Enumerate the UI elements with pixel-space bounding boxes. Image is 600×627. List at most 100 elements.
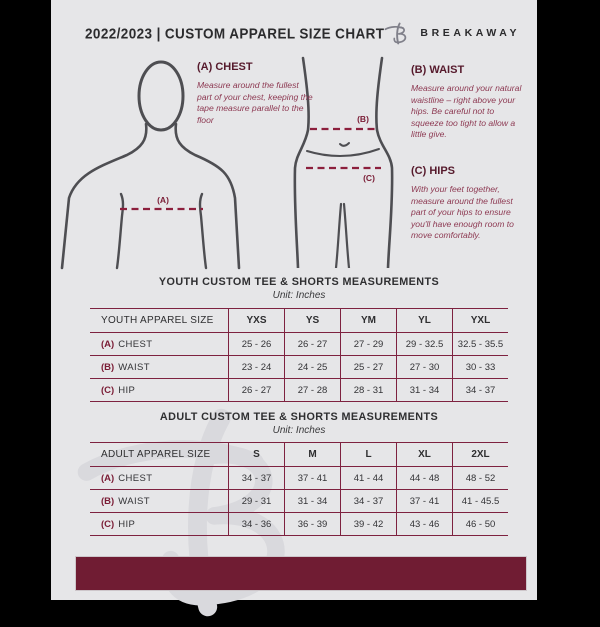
row-name: HIP bbox=[118, 384, 136, 396]
measurement-cell: 37 - 41 bbox=[396, 490, 452, 512]
navel-mark bbox=[339, 142, 350, 147]
size-chart-page: 2022/2023 | CUSTOM APPAREL SIZE CHART BR… bbox=[51, 0, 537, 617]
adult-size-s: S bbox=[228, 443, 284, 466]
youth-header-row: YOUTH APPAREL SIZE YXS YS YM YL YXL bbox=[90, 309, 508, 332]
measurement-cell: 31 - 34 bbox=[284, 490, 340, 512]
row-prefix: (A) bbox=[101, 472, 115, 484]
brand-lockup: BREAKAWAY bbox=[384, 21, 520, 46]
adult-size-m: M bbox=[284, 443, 340, 466]
row-label: (B) WAIST bbox=[90, 490, 228, 512]
measurement-cell: 31 - 34 bbox=[396, 379, 452, 401]
youth-table-unit: Unit: Inches bbox=[272, 290, 326, 301]
adult-chest-row: (A) CHEST 34 - 37 37 - 41 41 - 44 44 - 48… bbox=[90, 466, 508, 489]
chest-marker-label: (A) bbox=[157, 195, 169, 205]
right-inner-arm-line bbox=[198, 192, 208, 270]
chest-guide: (A) CHEST Measure around the fullest par… bbox=[197, 61, 315, 126]
waist-marker-label: (B) bbox=[357, 114, 369, 124]
chest-guide-heading: (A) CHEST bbox=[197, 61, 253, 73]
row-prefix: (B) bbox=[101, 361, 115, 373]
right-torso-leg-outline bbox=[375, 56, 394, 268]
measurement-cell: 44 - 48 bbox=[396, 467, 452, 489]
adult-size-table: ADULT APPAREL SIZE S M L XL 2XL (A) CHEST… bbox=[90, 442, 508, 536]
row-prefix: (C) bbox=[101, 384, 115, 396]
page-title: 2022/2023 | CUSTOM APPAREL SIZE CHART bbox=[85, 24, 385, 42]
measurement-cell: 34 - 36 bbox=[228, 513, 284, 535]
adult-size-l: L bbox=[340, 443, 396, 466]
chest-guide-description: Measure around the fullest part of your … bbox=[197, 80, 313, 125]
measurement-cell: 36 - 39 bbox=[284, 513, 340, 535]
measurement-cell: 34 - 37 bbox=[340, 490, 396, 512]
measurement-cell: 29 - 31 bbox=[228, 490, 284, 512]
measurement-cell: 28 - 31 bbox=[340, 379, 396, 401]
lower-body-diagram: (B) (C) bbox=[293, 56, 394, 268]
row-label: (A) CHEST bbox=[90, 467, 228, 489]
youth-size-table: YOUTH APPAREL SIZE YXS YS YM YL YXL (A) C… bbox=[90, 308, 508, 402]
brand-name: BREAKAWAY bbox=[420, 27, 521, 39]
measurement-cell: 25 - 26 bbox=[228, 333, 284, 355]
row-name: CHEST bbox=[118, 472, 153, 484]
row-prefix: (A) bbox=[101, 338, 115, 350]
breakaway-b-logo-icon bbox=[384, 22, 407, 44]
row-label: (C) HIP bbox=[90, 379, 228, 401]
row-name: HIP bbox=[118, 518, 136, 530]
youth-table-title: YOUTH CUSTOM TEE & SHORTS MEASUREMENTS bbox=[158, 276, 440, 288]
adult-waist-row: (B) WAIST 29 - 31 31 - 34 34 - 37 37 - 41… bbox=[90, 489, 508, 512]
youth-size-ym: YM bbox=[340, 309, 396, 332]
measurement-cell: 23 - 24 bbox=[228, 356, 284, 378]
row-prefix: (C) bbox=[101, 518, 115, 530]
measurement-cell: 41 - 44 bbox=[340, 467, 396, 489]
footer-accent-bar bbox=[75, 556, 527, 591]
measurement-cell: 27 - 30 bbox=[396, 356, 452, 378]
hips-guide: (C) HIPS With your feet together, measur… bbox=[411, 165, 529, 242]
youth-hip-row: (C) HIP 26 - 27 27 - 28 28 - 31 31 - 34 3… bbox=[90, 378, 508, 401]
youth-waist-row: (B) WAIST 23 - 24 24 - 25 25 - 27 27 - 30… bbox=[90, 355, 508, 378]
adult-table-unit: Unit: Inches bbox=[272, 425, 326, 436]
left-shoulder-arm-outline bbox=[60, 122, 148, 270]
waistband-curve bbox=[306, 148, 380, 158]
row-name: CHEST bbox=[118, 338, 153, 350]
waist-guide-heading: (B) WAIST bbox=[411, 64, 465, 76]
adult-hip-row: (C) HIP 34 - 36 36 - 39 39 - 42 43 - 46 4… bbox=[90, 512, 508, 535]
measurement-cell: 27 - 28 bbox=[284, 379, 340, 401]
measurement-cell: 29 - 32.5 bbox=[396, 333, 452, 355]
row-label: (B) WAIST bbox=[90, 356, 228, 378]
measurement-cell: 30 - 33 bbox=[452, 356, 508, 378]
measurement-cell: 25 - 27 bbox=[340, 356, 396, 378]
waist-guide-description: Measure around your natural waistline – … bbox=[411, 83, 522, 140]
measurement-cell: 26 - 27 bbox=[284, 333, 340, 355]
row-label: (C) HIP bbox=[90, 513, 228, 535]
measurement-cell: 32.5 - 35.5 bbox=[452, 333, 508, 355]
youth-size-ys: YS bbox=[284, 309, 340, 332]
adult-table-title: ADULT CUSTOM TEE & SHORTS MEASUREMENTS bbox=[159, 411, 439, 423]
hips-guide-description: With your feet together, measure around … bbox=[411, 184, 514, 241]
row-prefix: (B) bbox=[101, 495, 115, 507]
hips-marker-label: (C) bbox=[363, 173, 375, 183]
measurement-cell: 43 - 46 bbox=[396, 513, 452, 535]
left-inner-arm-line bbox=[115, 192, 125, 270]
upper-body-diagram: (A) bbox=[60, 60, 241, 270]
measurement-cell: 41 - 45.5 bbox=[452, 490, 508, 512]
right-shoulder-arm-outline bbox=[174, 122, 241, 270]
adult-size-xl: XL bbox=[396, 443, 452, 466]
youth-size-yl: YL bbox=[396, 309, 452, 332]
measurement-cell: 34 - 37 bbox=[228, 467, 284, 489]
adult-header-row: ADULT APPAREL SIZE S M L XL 2XL bbox=[90, 443, 508, 466]
header: 2022/2023 | CUSTOM APPAREL SIZE CHART BR… bbox=[85, 20, 517, 46]
adult-size-column-label: ADULT APPAREL SIZE bbox=[101, 449, 211, 460]
right-inner-leg-line bbox=[342, 202, 351, 268]
youth-chest-row: (A) CHEST 25 - 26 26 - 27 27 - 29 29 - 32… bbox=[90, 332, 508, 355]
left-torso-leg-outline bbox=[293, 56, 310, 268]
measurement-cell: 26 - 27 bbox=[228, 379, 284, 401]
youth-size-yxs: YXS bbox=[228, 309, 284, 332]
youth-size-yxl: YXL bbox=[452, 309, 508, 332]
measurement-cell: 48 - 52 bbox=[452, 467, 508, 489]
row-name: WAIST bbox=[118, 495, 150, 507]
measurement-cell: 46 - 50 bbox=[452, 513, 508, 535]
waist-guide: (B) WAIST Measure around your natural wa… bbox=[411, 64, 525, 141]
row-label: (A) CHEST bbox=[90, 333, 228, 355]
measurement-cell: 27 - 29 bbox=[340, 333, 396, 355]
left-inner-leg-line bbox=[334, 202, 343, 268]
measurement-cell: 34 - 37 bbox=[452, 379, 508, 401]
youth-size-column-label: YOUTH APPAREL SIZE bbox=[101, 315, 214, 326]
adult-size-2xl: 2XL bbox=[452, 443, 508, 466]
